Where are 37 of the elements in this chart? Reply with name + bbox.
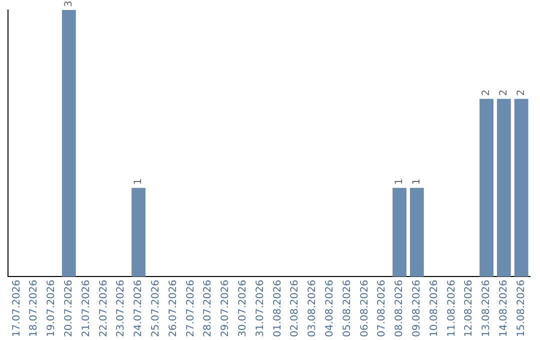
x-tick-label: 09.08.2026 bbox=[411, 280, 422, 338]
x-tick-label: 18.07.2026 bbox=[28, 280, 40, 338]
x-tick-label: 29.07.2026 bbox=[220, 280, 232, 338]
x-tick-label: 31.07.2026 bbox=[254, 280, 266, 338]
x-tick-label: 10.08.2026 bbox=[428, 280, 440, 338]
data-label: 1 bbox=[394, 178, 406, 185]
x-tick-label: 13.08.2026 bbox=[481, 280, 492, 338]
x-tick-label: 11.08.2026 bbox=[446, 280, 458, 338]
x-tick-label: 27.07.2026 bbox=[185, 280, 196, 338]
x-tick-label: 23.07.2026 bbox=[116, 280, 127, 338]
data-label: 1 bbox=[411, 178, 422, 185]
x-tick-label: 19.07.2026 bbox=[46, 280, 58, 338]
x-tick-label: 28.07.2026 bbox=[202, 280, 214, 338]
x-tick-label: 24.07.2026 bbox=[133, 280, 144, 338]
x-tick-label: 12.08.2026 bbox=[464, 280, 475, 338]
x-tick-label: 08.08.2026 bbox=[394, 280, 406, 338]
x-tick-label: 03.08.2026 bbox=[307, 280, 318, 338]
x-tick-label: 25.07.2026 bbox=[150, 280, 162, 338]
x-tick-label: 05.08.2026 bbox=[342, 280, 353, 338]
data-label: 2 bbox=[481, 90, 492, 96]
x-tick-label: 21.07.2026 bbox=[80, 280, 92, 338]
x-tick-label: 17.07.2026 bbox=[11, 280, 22, 338]
x-tick-label: 15.08.2026 bbox=[516, 280, 527, 338]
x-tick-label: 06.08.2026 bbox=[359, 280, 370, 338]
data-label: 3 bbox=[63, 0, 74, 7]
x-tick-label: 26.07.2026 bbox=[168, 280, 179, 338]
data-label: 2 bbox=[498, 90, 510, 96]
x-tick-label: 22.07.2026 bbox=[98, 280, 110, 338]
x-tick-label: 30.07.2026 bbox=[237, 280, 248, 338]
x-tick-label: 04.08.2026 bbox=[324, 280, 336, 338]
x-tick-label: 01.08.2026 bbox=[272, 280, 284, 338]
data-label: 1 bbox=[133, 178, 144, 185]
x-tick-label: 20.07.2026 bbox=[63, 280, 74, 338]
x-tick-label: 07.08.2026 bbox=[376, 280, 388, 338]
data-label: 2 bbox=[516, 90, 527, 96]
x-tick-label: 14.08.2026 bbox=[498, 280, 510, 338]
x-tick-label: 02.08.2026 bbox=[290, 280, 301, 338]
